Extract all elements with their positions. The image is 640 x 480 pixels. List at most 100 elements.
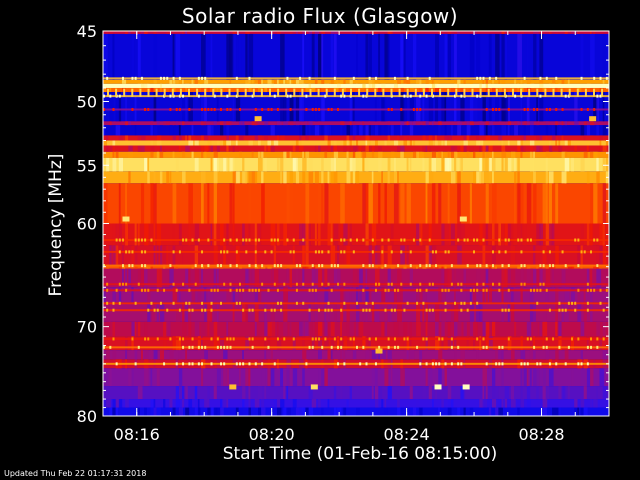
heatmap-cell — [169, 171, 172, 184]
heatmap-cell — [431, 245, 437, 265]
heatmap-cell — [403, 33, 406, 80]
heatmap-cell — [371, 350, 377, 360]
heatmap-cell — [333, 151, 339, 158]
heatmap-cell — [454, 79, 458, 84]
heatmap-cell — [150, 399, 155, 408]
spectral-line-dot — [185, 238, 188, 242]
heatmap-cell — [416, 92, 421, 122]
heatmap-cell — [435, 140, 438, 146]
heatmap-cell — [112, 223, 117, 246]
heatmap-cell — [435, 321, 439, 337]
spectral-line-dot — [450, 362, 453, 366]
heatmap-cell — [156, 140, 162, 146]
heatmap-cell — [178, 407, 184, 416]
spectral-line-dot — [112, 301, 115, 305]
heatmap-cell — [517, 157, 520, 172]
spectral-line-dot — [356, 238, 358, 242]
heatmap-cell — [485, 157, 490, 172]
heatmap-cell — [207, 386, 210, 400]
spectral-line-dot — [340, 345, 343, 349]
heatmap-cell — [510, 151, 516, 158]
spectral-line-dot — [229, 238, 232, 242]
spectral-line-dot — [593, 76, 596, 80]
heatmap-cell — [561, 171, 566, 184]
spectral-line-dot — [409, 250, 412, 254]
heatmap-cell — [182, 92, 186, 122]
spectral-line-dot — [479, 76, 482, 80]
heatmap-cell — [564, 302, 569, 322]
heatmap-cell — [460, 87, 464, 93]
heatmap-cell — [504, 399, 508, 408]
heatmap-cell — [226, 33, 231, 80]
heatmap-cell — [454, 33, 457, 80]
spectral-line-dot — [438, 362, 441, 366]
heatmap-cell — [416, 407, 418, 416]
spectral-line-dot — [131, 337, 134, 341]
heatmap-cell — [387, 125, 390, 136]
heatmap-cell — [159, 145, 163, 152]
heatmap-cell — [134, 92, 137, 122]
spectral-line-dot — [498, 282, 501, 286]
spectral-line-dot — [419, 282, 422, 286]
heatmap-cell — [267, 264, 272, 269]
heatmap-cell — [118, 287, 122, 303]
spectral-line-dot — [156, 337, 159, 341]
heatmap-cell — [473, 171, 478, 184]
heatmap-cell — [416, 223, 421, 246]
spectral-line-dot — [223, 362, 226, 366]
heatmap-cell — [564, 386, 567, 400]
heatmap-cell — [529, 287, 534, 303]
heatmap-cell — [482, 399, 488, 408]
heatmap-cell — [280, 368, 284, 387]
spectral-line-dot — [238, 362, 241, 366]
spectral-line-dot — [362, 288, 365, 292]
spectral-line-dot — [213, 288, 216, 292]
x-tick-label: 08:24 — [384, 425, 430, 444]
spectral-line-dot — [555, 362, 558, 366]
heatmap-cell — [387, 268, 391, 288]
spectral-line-dot — [476, 337, 479, 341]
spectral-line-dot — [242, 362, 245, 366]
heatmap-cell — [397, 79, 401, 84]
spectral-line-dot — [150, 301, 153, 305]
heatmap-cell — [131, 336, 134, 351]
spectral-line-dot — [144, 250, 147, 254]
heatmap-cell — [299, 223, 303, 246]
spectral-line-dot — [210, 301, 213, 305]
spectral-line-dot — [276, 238, 279, 242]
heatmap-cell — [510, 399, 516, 408]
y-tick-label: 45 — [77, 22, 97, 41]
spectral-line-dot — [533, 345, 536, 349]
heatmap-cell — [444, 92, 447, 122]
heatmap-cell — [194, 268, 199, 288]
heatmap-cell — [498, 223, 502, 246]
spectral-line-dot — [201, 264, 204, 268]
spectral-line-dot — [529, 288, 532, 292]
spectral-line-dot — [580, 362, 583, 366]
heatmap-cell — [374, 386, 379, 400]
heatmap-cell — [220, 125, 224, 136]
heatmap-cell — [409, 157, 412, 172]
heatmap-cell — [428, 135, 433, 141]
spectral-line-dot — [140, 76, 143, 80]
heatmap-cell — [213, 386, 217, 400]
heatmap-cell — [106, 399, 111, 408]
heatmap-cell — [590, 223, 593, 246]
heatmap-cell — [457, 125, 462, 136]
heatmap-cell — [210, 302, 213, 322]
spectral-line-dot — [552, 337, 555, 341]
heatmap-cell — [349, 386, 352, 400]
heatmap-cell — [321, 407, 324, 416]
heatmap-cell — [378, 264, 380, 269]
spectral-line-dot — [507, 238, 510, 242]
heatmap-cell — [333, 140, 337, 146]
heatmap-cell — [305, 223, 310, 246]
heatmap-cell — [137, 145, 142, 152]
heatmap-cell — [523, 135, 527, 141]
heatmap-cell — [346, 135, 350, 141]
heatmap-cell — [292, 336, 296, 351]
heatmap-cell — [571, 157, 574, 172]
heatmap-cell — [308, 121, 313, 126]
heatmap-cell — [545, 268, 551, 288]
heatmap-cell — [156, 407, 161, 416]
